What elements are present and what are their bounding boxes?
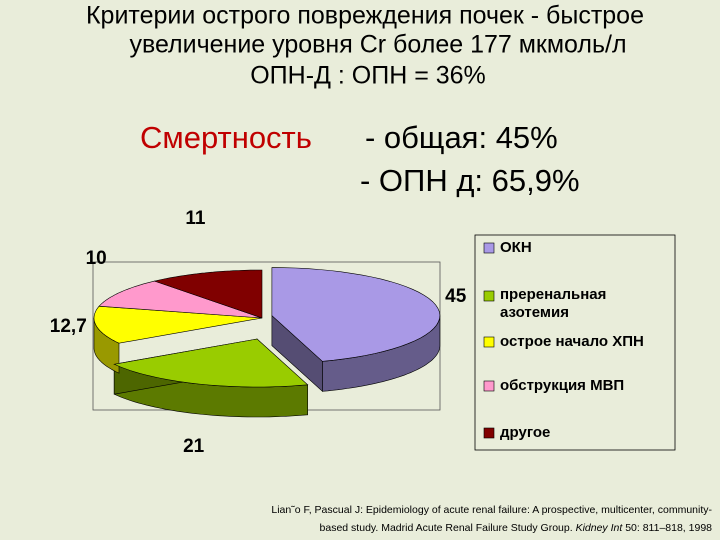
citation-journal: Kidney Int: [576, 522, 624, 534]
data-label: 21: [183, 436, 205, 457]
pie-slice: [113, 338, 309, 388]
pie-slice: [93, 305, 263, 344]
title-line: увеличение уровня Cr более 177 мкмоль/л: [129, 31, 626, 59]
legend-swatch: [483, 290, 495, 302]
legend: ОКН преренальная азотемия острое начало ХПН…: [483, 239, 644, 441]
mortality-line: - общая: 45%: [365, 120, 558, 155]
legend-label: преренальная азотемия: [500, 286, 606, 321]
pie-slice: [271, 267, 441, 362]
mortality-line: - ОПН д: 65,9%: [360, 163, 580, 198]
legend-swatch: [483, 242, 495, 254]
data-label: 11: [185, 208, 206, 229]
title-line: ОПН-Д : ОПН = 36%: [250, 62, 486, 90]
citation: based study. Madrid Acute Renal Failure …: [320, 522, 713, 534]
legend-frame: [474, 234, 676, 451]
legend-label: острое начало ХПН: [500, 333, 644, 350]
pie: 45 21 12,7 10 11: [50, 208, 467, 457]
legend-label: ОКН: [500, 239, 532, 256]
title-line: Критерии острого повреждения почек - быс…: [86, 2, 644, 30]
data-label: 10: [86, 248, 107, 269]
citation-part: based study. Madrid Acute Renal Failure …: [320, 522, 573, 534]
citation-part: 50: 811–818, 1998: [625, 522, 712, 534]
data-label: 45: [445, 286, 467, 307]
legend-label: другое: [500, 424, 550, 441]
pie-slice: [98, 280, 263, 319]
legend-swatch: [483, 336, 495, 348]
mortality-label: Смертность: [140, 120, 312, 155]
data-label: 12,7: [50, 316, 87, 337]
pie-slice: [153, 269, 263, 319]
citation: Lian˜o F, Pascual J: Epidemiology of acu…: [271, 504, 712, 516]
legend-swatch: [483, 427, 495, 439]
legend-swatch: [483, 380, 495, 392]
legend-label: обструкция МВП: [500, 377, 624, 394]
